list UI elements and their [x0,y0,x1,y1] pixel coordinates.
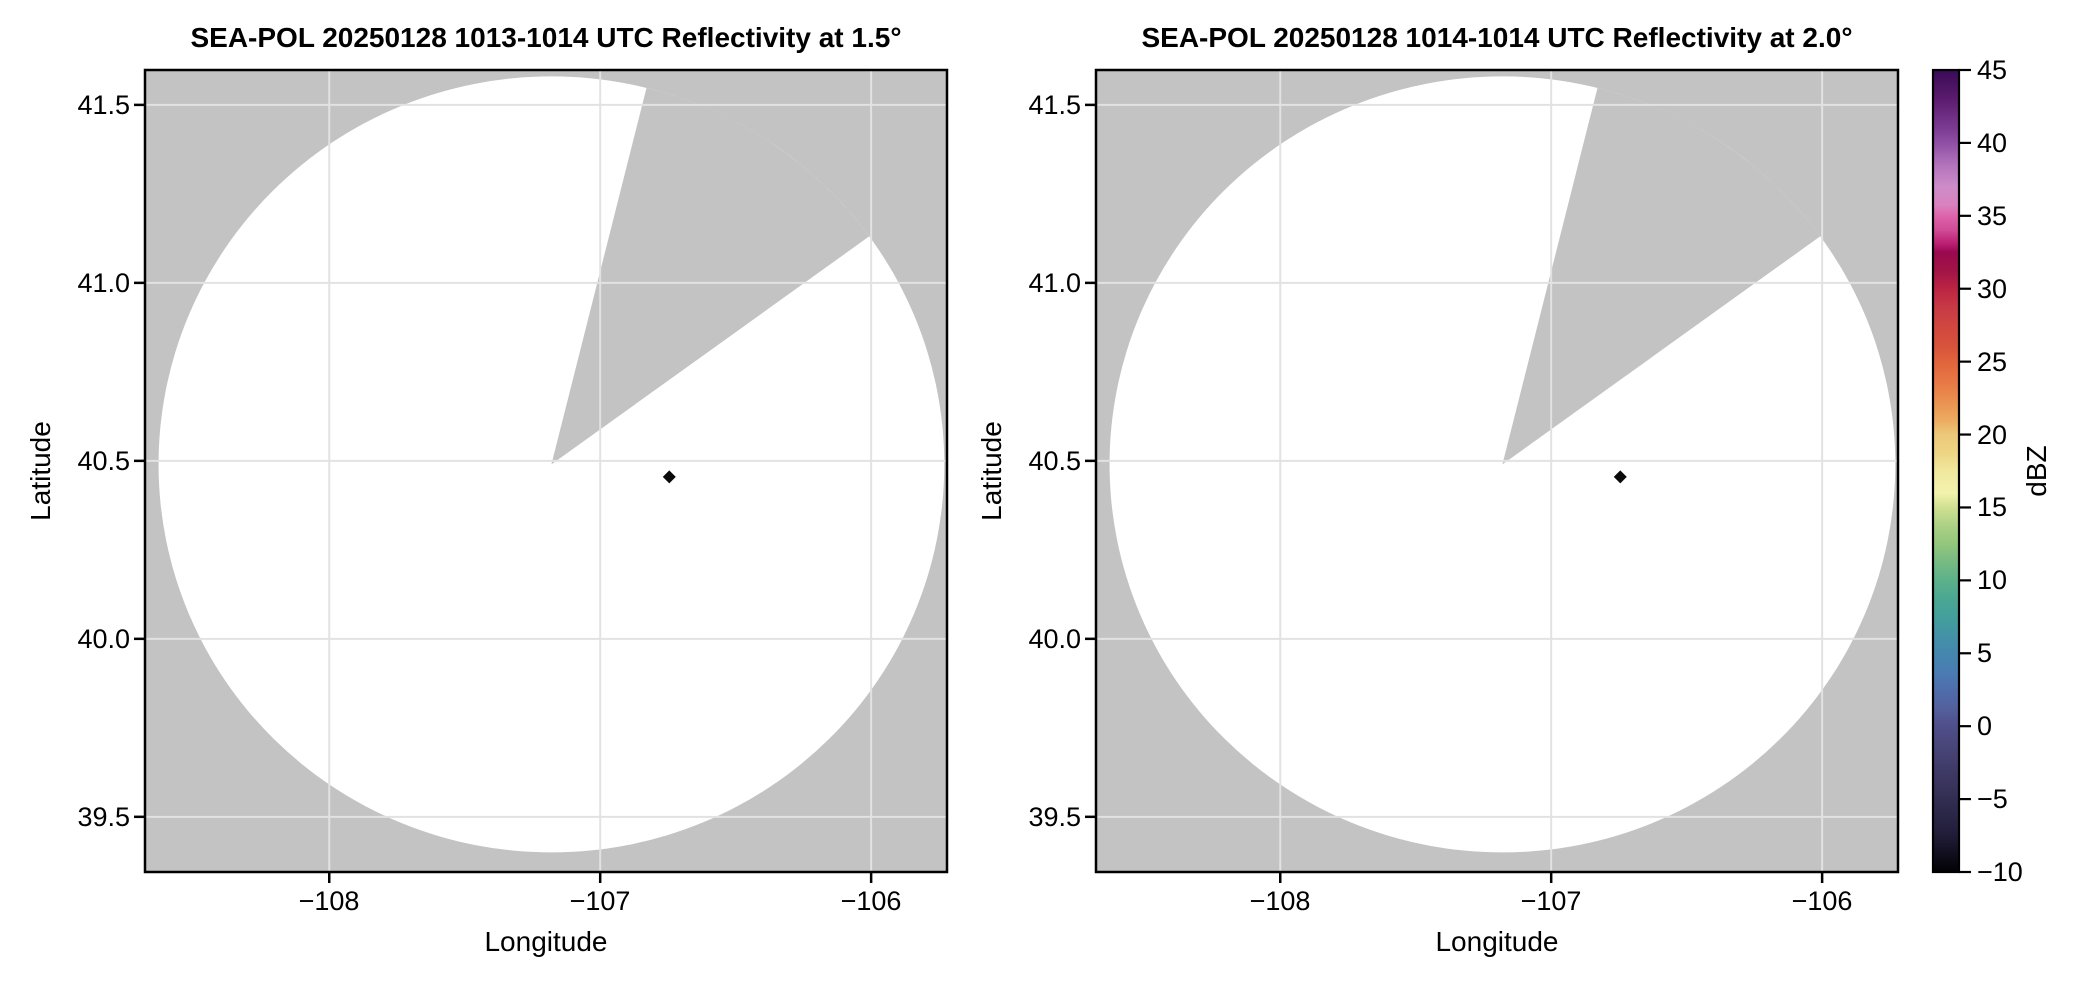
y-tick-label: 41.0 [77,268,130,298]
x-tick-label: −108 [299,886,360,916]
x-tick-label: −107 [1521,886,1582,916]
colorbar-tick-label: −10 [1977,857,2023,887]
y-tick-label: 39.5 [77,802,130,832]
colorbar-swatch [1931,68,1971,874]
x-tick-label: −106 [841,886,902,916]
left-panel-plot-area [134,68,949,883]
left-panel-title: SEA-POL 20250128 1013-1014 UTC Reflectiv… [190,22,901,53]
blocked-sector [1502,87,1821,465]
blocked-sector [551,87,870,465]
right-panel-plot-area [1085,68,1900,883]
y-axis-label: Latitude [25,421,56,521]
axes-frame [1094,68,1900,874]
x-axis-label: Longitude [484,926,607,957]
y-tick-label: 39.5 [1028,802,1081,832]
right-panel: SEA-POL 20250128 1014-1014 UTC Reflectiv… [976,22,1900,957]
colorbar-tick-label: 40 [1977,128,2007,158]
y-tick-label: 40.0 [1028,624,1081,654]
y-tick-label: 41.5 [1028,90,1081,120]
colorbar-tick-label: 5 [1977,638,1992,668]
colorbar-tick-label: 10 [1977,565,2007,595]
colorbar-gradient [1933,70,1959,872]
x-tick-label: −108 [1250,886,1311,916]
colorbar: 45 40 35 30 25 20 15 10 5 0 −5 −10 dBZ [1931,55,2052,887]
y-tick-label: 41.0 [1028,268,1081,298]
x-tick-label: −107 [570,886,631,916]
colorbar-axis-label: dBZ [2021,445,2052,496]
reflectivity-echo [1613,470,1627,484]
reflectivity-echo [662,470,676,484]
colorbar-frame [1931,68,1961,874]
y-tick-label: 40.5 [1028,446,1081,476]
x-axis-label: Longitude [1435,926,1558,957]
y-tick-label: 40.5 [77,446,130,476]
colorbar-tick-label: 30 [1977,274,2007,304]
colorbar-tick-label: 20 [1977,420,2007,450]
y-axis-label: Latitude [976,421,1007,521]
colorbar-tick-label: 45 [1977,55,2007,85]
colorbar-tick-label: 25 [1977,347,2007,377]
colorbar-tick-label: 35 [1977,201,2007,231]
colorbar-tick-label: 15 [1977,492,2007,522]
left-panel: SEA-POL 20250128 1013-1014 UTC Reflectiv… [25,22,949,957]
axes-frame [143,68,949,874]
right-panel-title: SEA-POL 20250128 1014-1014 UTC Reflectiv… [1141,22,1852,53]
y-tick-label: 40.0 [77,624,130,654]
colorbar-tick-label: 0 [1977,711,1992,741]
colorbar-tick-label: −5 [1977,784,2008,814]
x-tick-label: −106 [1792,886,1853,916]
y-tick-label: 41.5 [77,90,130,120]
